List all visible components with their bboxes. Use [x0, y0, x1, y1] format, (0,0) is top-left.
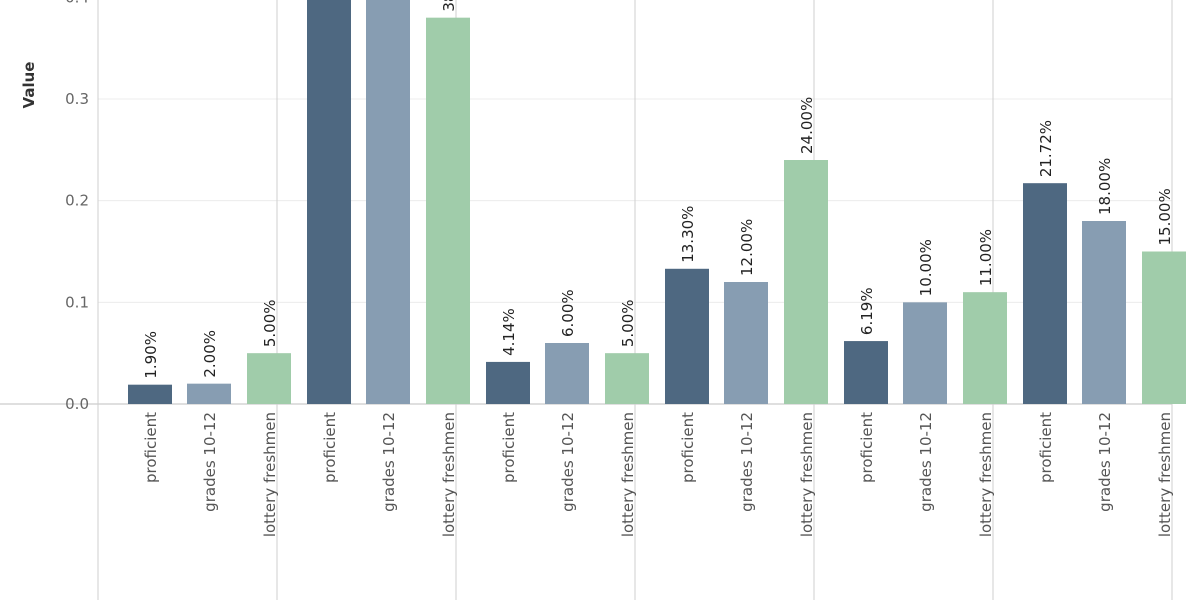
- x-tick-label: proficient: [321, 412, 339, 483]
- data-labels: 1.90% 2.00% 5.00% 38.00% 4.14% 6.00% 5.00% 13.3…: [142, 0, 1174, 379]
- bar: [1142, 251, 1186, 404]
- data-label: 5.00%: [261, 300, 279, 348]
- data-label: 2.00%: [201, 330, 219, 378]
- bar: [486, 361, 530, 404]
- x-tick-label: grades 10-12: [738, 412, 756, 512]
- x-tick-label: grades 10-12: [1096, 412, 1114, 512]
- data-label: 15.00%: [1156, 188, 1174, 245]
- bar: [963, 292, 1007, 404]
- x-tick-label: lottery freshmen: [440, 412, 458, 537]
- bar: [128, 384, 172, 404]
- bar: [426, 17, 470, 405]
- bar: [545, 343, 589, 404]
- bar: [903, 302, 947, 404]
- bar: [605, 353, 649, 404]
- y-tick-label: 0.0: [65, 395, 89, 413]
- data-label: 10.00%: [917, 239, 935, 296]
- x-tick-label: grades 10-12: [380, 412, 398, 512]
- x-tick-label: lottery freshmen: [619, 412, 637, 537]
- x-tick-label: proficient: [679, 412, 697, 483]
- data-label: 11.00%: [977, 229, 995, 286]
- x-tick-label: lottery freshmen: [798, 412, 816, 537]
- y-tick-label: 0.1: [65, 293, 89, 311]
- x-tick-label: grades 10-12: [559, 412, 577, 512]
- x-tick-label: proficient: [858, 412, 876, 483]
- x-tick-label: lottery freshmen: [977, 412, 995, 537]
- x-tick-label: grades 10-12: [917, 412, 935, 512]
- data-label: 5.00%: [619, 300, 637, 348]
- x-axis: proficient grades 10-12 lottery freshmen pr…: [142, 412, 1174, 537]
- y-axis: 0.0 0.1 0.2 0.3 0.4 Value: [20, 0, 89, 413]
- bar: [1023, 183, 1067, 404]
- bar: [247, 353, 291, 404]
- bars: [128, 0, 1186, 405]
- y-axis-title: Value: [20, 62, 38, 109]
- data-label: 6.19%: [858, 287, 876, 335]
- data-label: 18.00%: [1096, 158, 1114, 215]
- bar: [187, 383, 231, 404]
- data-label: 1.90%: [142, 331, 160, 379]
- data-label: 13.30%: [679, 206, 697, 263]
- bar: [307, 0, 351, 404]
- data-label: 38.00%: [440, 0, 458, 12]
- y-tick-label: 0.2: [65, 192, 89, 210]
- x-tick-label: grades 10-12: [201, 412, 219, 512]
- x-tick-label: lottery freshmen: [261, 412, 279, 537]
- y-tick-label: 0.3: [65, 90, 89, 108]
- bar: [665, 268, 709, 404]
- data-label: 21.72%: [1037, 120, 1055, 177]
- bar: [844, 341, 888, 404]
- data-label: 4.14%: [500, 308, 518, 356]
- y-tick-label: 0.4: [65, 0, 89, 6]
- x-tick-label: proficient: [142, 412, 160, 483]
- x-tick-label: lottery freshmen: [1156, 412, 1174, 537]
- bar: [366, 0, 410, 404]
- x-tick-label: proficient: [500, 412, 518, 483]
- bar: [1082, 221, 1126, 404]
- data-label: 24.00%: [798, 97, 816, 154]
- bar: [784, 160, 828, 404]
- x-tick-label: proficient: [1037, 412, 1055, 483]
- data-label: 12.00%: [738, 219, 756, 276]
- bar: [724, 282, 768, 404]
- data-label: 6.00%: [559, 289, 577, 337]
